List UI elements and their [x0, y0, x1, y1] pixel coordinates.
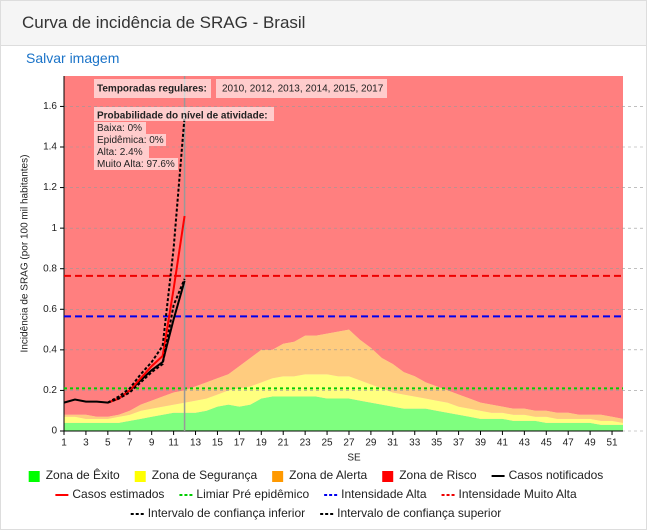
x-tick-label: 21	[278, 438, 290, 449]
x-tick-label: 49	[585, 438, 597, 449]
x-tick-label: 15	[212, 438, 224, 449]
legend-label: Casos estimados	[72, 487, 164, 501]
x-tick-label: 27	[343, 438, 355, 449]
panel-header: Curva de incidência de SRAG - Brasil	[1, 1, 646, 46]
y-tick-label: 0.2	[43, 385, 57, 396]
legend-label: Zona de Segurança	[152, 468, 258, 482]
x-tick-label: 19	[256, 438, 268, 449]
y-tick-label: 0.8	[43, 263, 57, 274]
x-tick-label: 29	[365, 438, 377, 449]
legend-label: Zona de Êxito	[46, 467, 120, 482]
x-tick-label: 37	[453, 438, 465, 449]
x-tick-label: 25	[321, 438, 333, 449]
x-tick-label: 31	[387, 438, 399, 449]
legend-swatch	[382, 471, 394, 482]
y-tick-label: 1	[51, 223, 57, 234]
probability-text: Baixa: 0%	[97, 123, 142, 134]
annotation-label: Probabilidade do nível de atividade:	[97, 111, 268, 122]
x-tick-label: 39	[475, 438, 487, 449]
annotation-box	[94, 122, 146, 134]
annotation-box	[94, 134, 166, 146]
legend-label: Limiar Pré epidêmico	[196, 487, 309, 501]
legend-label: Zona de Alerta	[289, 468, 367, 482]
x-tick-label: 51	[606, 438, 618, 449]
zone-area	[64, 396, 623, 431]
x-tick-label: 23	[300, 438, 312, 449]
x-tick-label: 5	[105, 438, 111, 449]
legend-swatch	[28, 471, 40, 482]
probability-text: Alta: 2.4%	[97, 147, 143, 158]
annotation-box	[216, 79, 387, 98]
series-line	[107, 215, 186, 404]
x-tick-label: 11	[168, 438, 179, 449]
legend-label: Intervalo de confiança superior	[337, 506, 501, 520]
legend-label: Intensidade Muito Alta	[459, 487, 577, 501]
x-tick-label: 9	[149, 438, 155, 449]
y-tick-label: 1.2	[43, 182, 57, 193]
zone-area	[64, 329, 623, 423]
legend-swatch	[272, 471, 284, 482]
x-tick-label: 3	[83, 438, 89, 449]
y-tick-label: 0.4	[43, 344, 57, 355]
x-axis-label: SE	[347, 453, 361, 464]
annotation-box	[94, 158, 178, 170]
zone-area	[64, 374, 623, 425]
annotation-label: Temporadas regulares:	[97, 84, 207, 95]
series-line	[107, 116, 186, 404]
x-tick-label: 33	[409, 438, 421, 449]
panel-title: Curva de incidência de SRAG - Brasil	[22, 13, 306, 32]
x-tick-label: 41	[497, 438, 509, 449]
x-tick-label: 45	[541, 438, 553, 449]
x-tick-label: 7	[127, 438, 133, 449]
annotation-box	[94, 79, 211, 98]
x-tick-label: 35	[431, 438, 443, 449]
legend-label: Zona de Risco	[399, 468, 477, 482]
legend-label: Intervalo de confiança inferior	[148, 506, 305, 520]
x-tick-label: 13	[190, 438, 202, 449]
y-axis-label: Incidência de SRAG (por 100 mil habitant…	[20, 155, 31, 353]
y-tick-label: 0.6	[43, 304, 57, 315]
probability-text: Muito Alta: 97.6%	[97, 159, 175, 170]
legend-label: Intensidade Alta	[341, 487, 427, 501]
y-tick-label: 1.4	[43, 142, 57, 153]
legend-swatch	[134, 471, 146, 482]
legend-label: Casos notificados	[509, 468, 604, 482]
annotation-box	[94, 107, 274, 121]
annotation-value: 2010, 2012, 2013, 2014, 2015, 2017	[222, 84, 384, 95]
x-tick-label: 47	[563, 438, 575, 449]
y-tick-label: 0	[51, 426, 57, 437]
annotation-box	[94, 146, 149, 158]
series-line	[107, 278, 186, 404]
x-tick-label: 1	[61, 438, 67, 449]
y-tick-label: 1.6	[43, 101, 57, 112]
save-image-link[interactable]: Salvar imagem	[26, 50, 120, 66]
probability-text: Epidêmica: 0%	[97, 135, 164, 146]
x-tick-label: 43	[519, 438, 531, 449]
x-tick-label: 17	[234, 438, 246, 449]
